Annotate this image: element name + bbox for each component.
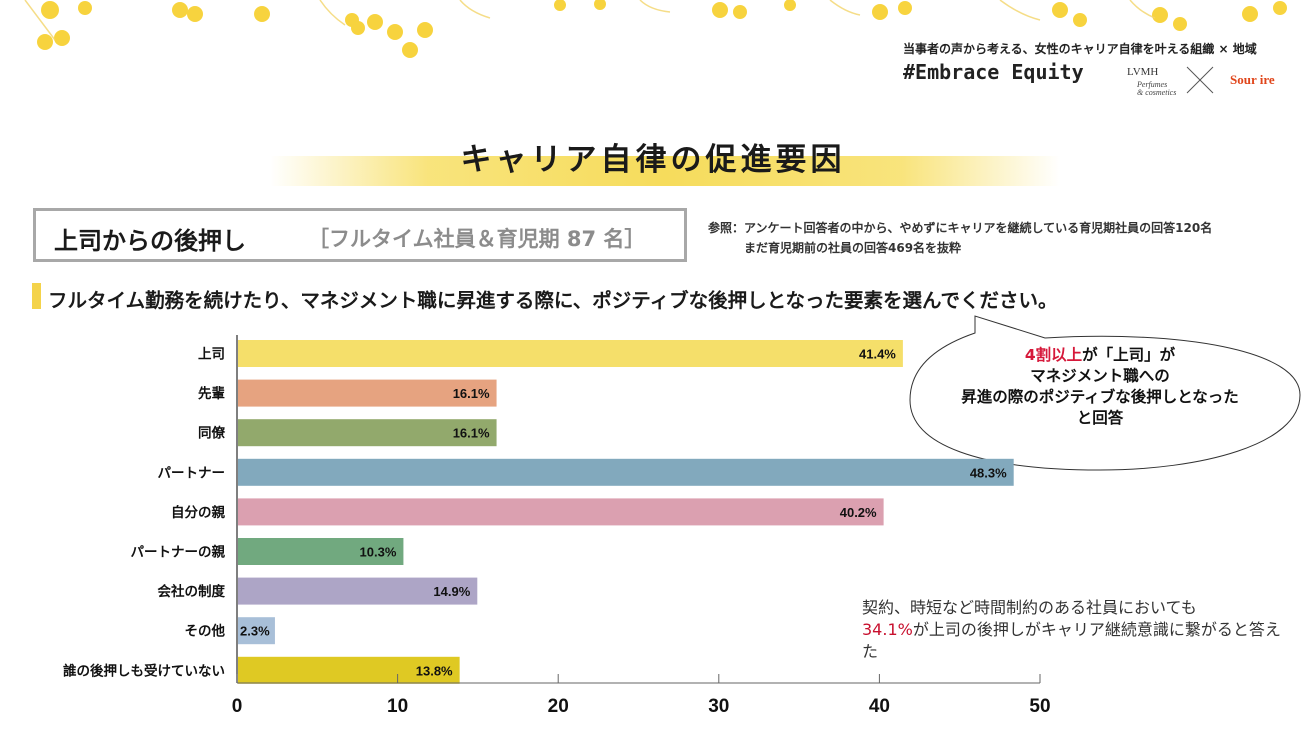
page-title: キャリア自律の促進要因 bbox=[460, 142, 846, 178]
question-accent-bar bbox=[32, 283, 41, 309]
data-label: 16.1% bbox=[453, 386, 490, 401]
annotation-note: 契約、時短など時間制約のある社員においても 34.1%が上司の後押しがキャリア継続… bbox=[862, 597, 1282, 663]
callout-line-3: 昇進の際のポジティブな後押しとなった bbox=[961, 388, 1239, 406]
category-label: 会社の制度 bbox=[158, 583, 226, 600]
hashtag-title: #Embrace Equity bbox=[903, 60, 1084, 84]
callout-bubble bbox=[909, 315, 1301, 471]
callout-text: 4割以上が「上司」が マネジメント職への 昇進の際のポジティブな後押しとなった … bbox=[910, 345, 1290, 429]
bar-2 bbox=[238, 419, 497, 447]
data-label: 40.2% bbox=[840, 505, 877, 520]
category-label: その他 bbox=[185, 623, 226, 640]
callout-highlight: 4割以上 bbox=[1024, 346, 1083, 364]
bar-6 bbox=[238, 577, 478, 605]
category-label: 同僚 bbox=[198, 425, 225, 442]
section-subtitle: ［フルタイム社員＆育児期 87 名］ bbox=[308, 227, 646, 251]
data-label: 41.4% bbox=[859, 347, 896, 362]
lvmh-logo-text: LVMH bbox=[1127, 66, 1159, 78]
x-tick-label: 50 bbox=[1029, 696, 1050, 717]
lvmh-logo-sub1: Perfumes bbox=[1137, 80, 1168, 89]
data-label: 14.9% bbox=[433, 584, 470, 599]
x-tick-label: 20 bbox=[548, 696, 569, 717]
callout-line-2: マネジメント職への bbox=[1030, 367, 1170, 385]
x-tick-label: 0 bbox=[232, 696, 243, 717]
lvmh-logo-sub: Perfumes & cosmetics bbox=[1137, 81, 1176, 97]
category-label: 先輩 bbox=[198, 385, 225, 402]
bar-4 bbox=[238, 498, 884, 526]
callout-line-4: と回答 bbox=[1076, 409, 1124, 427]
bar-1 bbox=[238, 379, 497, 407]
sourire-logo: Sour ire bbox=[1230, 72, 1275, 87]
x-tick-label: 40 bbox=[869, 696, 890, 717]
section-header-box: 上司からの後押し ［フルタイム社員＆育児期 87 名］ bbox=[33, 208, 687, 262]
category-label: 誰の後押しも受けていない bbox=[63, 662, 225, 679]
survey-question: フルタイム勤務を続けたり、マネジメント職に昇進する際に、ポジティブな後押しとなっ… bbox=[48, 289, 1058, 312]
header-subtitle: 当事者の声から考える、女性のキャリア自律を叶える組織 × 地域 bbox=[903, 42, 1257, 56]
category-label: パートナー bbox=[158, 465, 226, 481]
bar-8 bbox=[238, 656, 460, 684]
lvmh-logo-sub2: & cosmetics bbox=[1137, 88, 1177, 97]
bar-0 bbox=[238, 340, 903, 367]
lvmh-logo: LVMH Perfumes & cosmetics bbox=[1125, 64, 1185, 104]
callout-line-1: 4割以上が「上司」が bbox=[910, 345, 1290, 366]
x-tick-label: 10 bbox=[387, 696, 408, 717]
category-label: 自分の親 bbox=[171, 504, 225, 521]
x-tick-label: 30 bbox=[708, 696, 729, 717]
data-label: 10.3% bbox=[360, 545, 397, 560]
bar-5 bbox=[238, 538, 404, 565]
callout-line-1-rest: が「上司」が bbox=[1082, 346, 1176, 364]
bar-3 bbox=[238, 458, 1014, 486]
flower-decoration bbox=[24, 0, 1287, 58]
category-label: パートナーの親 bbox=[131, 544, 226, 561]
category-label: 上司 bbox=[198, 347, 225, 363]
reference-note: 参照：アンケート回答者の中から、やめずにキャリアを継続している育児期社員の回答1… bbox=[708, 218, 1212, 258]
note-line-2: が上司の後押しがキャリア継続意識に繋がると答えた bbox=[862, 620, 1281, 661]
note-highlight: 34.1% bbox=[862, 620, 913, 639]
cross-icon bbox=[1186, 66, 1214, 94]
note-line-1: 契約、時短など時間制約のある社員においても bbox=[862, 598, 1197, 617]
data-label: 48.3% bbox=[970, 465, 1007, 480]
section-title: 上司からの後押し bbox=[54, 227, 246, 255]
reference-line-1: 参照：アンケート回答者の中から、やめずにキャリアを継続している育児期社員の回答1… bbox=[708, 221, 1213, 235]
data-label: 13.8% bbox=[416, 663, 453, 678]
bar-7 bbox=[238, 617, 275, 645]
data-label: 16.1% bbox=[453, 426, 490, 441]
data-label: 2.3% bbox=[240, 624, 270, 639]
reference-line-2: まだ育児期前の社員の回答469名を抜粋 bbox=[744, 241, 962, 255]
title-highlight-band bbox=[270, 156, 1060, 186]
